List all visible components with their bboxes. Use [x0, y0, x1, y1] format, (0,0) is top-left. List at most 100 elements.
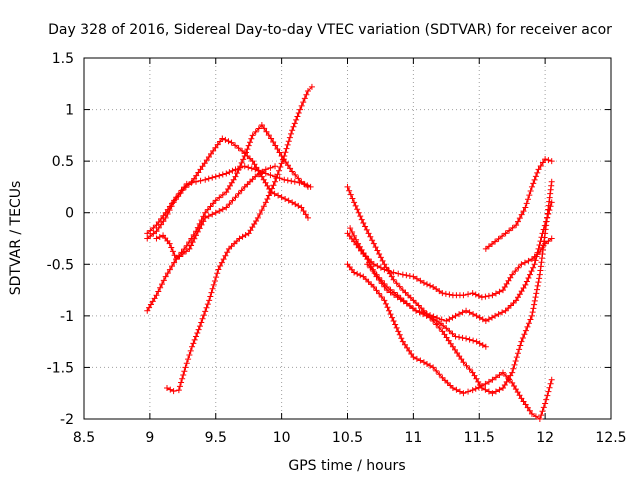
data-point-marker — [151, 295, 158, 302]
data-point-marker — [528, 183, 535, 190]
data-point-marker — [391, 289, 398, 296]
data-point-marker — [522, 401, 529, 408]
data-point-marker — [505, 277, 512, 284]
data-point-marker — [205, 213, 212, 220]
data-point-marker — [546, 194, 553, 201]
data-point-marker — [545, 157, 552, 164]
data-point-marker — [272, 142, 279, 149]
data-point-marker — [440, 322, 447, 329]
data-point-marker — [400, 297, 407, 304]
data-point-marker — [147, 233, 154, 240]
grid — [84, 58, 611, 419]
data-point-marker — [452, 346, 459, 353]
data-point-marker — [207, 293, 214, 300]
data-point-marker — [388, 273, 395, 280]
x-tick-label: 8.5 — [73, 430, 95, 446]
data-point-marker — [420, 359, 427, 366]
data-point-marker — [292, 201, 299, 208]
data-point-marker — [430, 313, 437, 320]
series-line — [349, 227, 487, 348]
data-point-marker — [499, 369, 506, 376]
data-point-marker — [212, 197, 219, 204]
data-point-marker — [216, 207, 223, 214]
series-sat-d — [153, 163, 279, 263]
data-point-marker — [295, 175, 302, 182]
data-point-marker — [395, 328, 402, 335]
data-point-marker — [505, 305, 512, 312]
data-point-marker — [264, 195, 271, 202]
data-point-marker — [188, 242, 195, 249]
data-point-marker — [180, 371, 187, 378]
data-point-marker — [390, 276, 397, 283]
data-point-marker — [479, 316, 486, 323]
data-point-marker — [514, 218, 521, 225]
data-point-marker — [255, 171, 262, 178]
data-point-marker — [217, 263, 224, 270]
data-point-marker — [398, 335, 405, 342]
data-point-marker — [225, 245, 232, 252]
data-point-marker — [360, 249, 367, 256]
data-point-marker — [406, 272, 413, 279]
data-point-marker — [436, 324, 443, 331]
data-point-marker — [413, 299, 420, 306]
data-point-marker — [427, 282, 434, 289]
data-point-marker — [244, 146, 251, 153]
data-point-marker — [545, 388, 552, 395]
data-point-marker — [403, 272, 410, 279]
data-point-marker — [367, 264, 374, 271]
data-point-marker — [200, 312, 207, 319]
data-point-marker — [262, 199, 269, 206]
data-point-marker — [518, 395, 525, 402]
data-point-marker — [282, 195, 289, 202]
data-point-marker — [433, 367, 440, 374]
data-point-marker — [284, 162, 291, 169]
data-point-marker — [459, 334, 466, 341]
data-point-marker — [222, 252, 229, 259]
data-point-marker — [298, 178, 305, 185]
x-tick-label: 10.5 — [332, 430, 363, 446]
data-point-marker — [256, 211, 263, 218]
data-point-marker — [160, 218, 167, 225]
y-tick-label: 1.5 — [52, 51, 74, 67]
data-point-marker — [383, 264, 390, 271]
data-point-marker — [273, 175, 280, 182]
data-point-marker — [181, 368, 188, 375]
data-point-marker — [540, 226, 547, 233]
chart-title: Day 328 of 2016, Sidereal Day-to-day VTE… — [48, 22, 612, 38]
data-point-marker — [232, 142, 239, 149]
data-point-marker — [281, 176, 288, 183]
data-point-marker — [437, 320, 444, 327]
data-point-marker — [179, 187, 186, 194]
data-point-marker — [396, 331, 403, 338]
data-point-marker — [235, 145, 242, 152]
data-point-marker — [376, 250, 383, 257]
data-point-marker — [387, 286, 394, 293]
data-point-marker — [162, 214, 169, 221]
data-point-marker — [509, 224, 516, 231]
data-point-marker — [496, 371, 503, 378]
data-point-marker — [294, 113, 301, 120]
data-point-marker — [533, 286, 540, 293]
data-point-marker — [501, 381, 508, 388]
data-point-marker — [381, 280, 388, 287]
data-point-marker — [263, 128, 270, 135]
data-point-marker — [445, 337, 452, 344]
data-point-marker — [548, 376, 555, 383]
data-point-marker — [226, 169, 233, 176]
data-point-marker — [502, 230, 509, 237]
data-point-marker — [533, 290, 540, 297]
data-point-marker — [201, 160, 208, 167]
y-tick-label: -0.5 — [47, 257, 74, 273]
data-point-marker — [514, 389, 521, 396]
data-point-marker — [517, 342, 524, 349]
data-point-marker — [534, 249, 541, 256]
data-point-marker — [502, 307, 509, 314]
data-point-marker — [501, 283, 508, 290]
data-point-marker — [417, 357, 424, 364]
data-point-marker — [405, 292, 412, 299]
data-point-marker — [193, 172, 200, 179]
data-point-marker — [521, 331, 528, 338]
data-point-marker — [512, 268, 519, 275]
data-point-marker — [542, 156, 549, 163]
data-point-marker — [295, 202, 302, 209]
